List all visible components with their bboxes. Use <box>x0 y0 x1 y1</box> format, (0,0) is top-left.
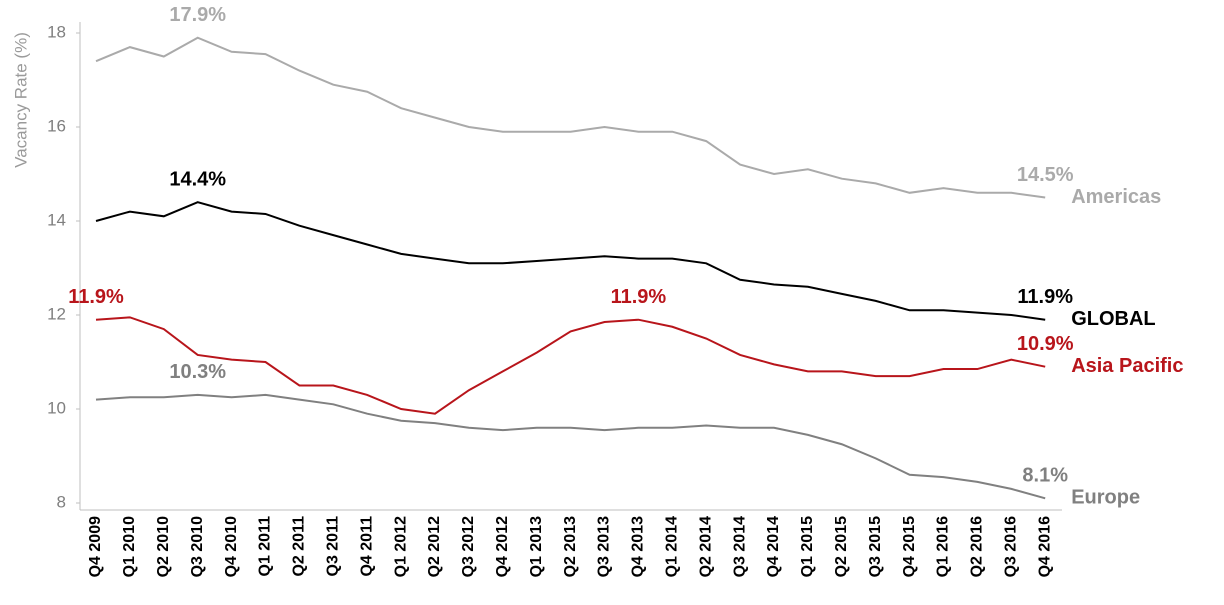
x-tick-label: Q3 2012 <box>460 516 477 577</box>
value-label: 10.9% <box>1017 333 1074 355</box>
x-tick-label: Q1 2013 <box>528 516 545 577</box>
x-tick-label: Q4 2014 <box>765 516 782 577</box>
x-tick-label: Q2 2014 <box>697 516 714 577</box>
x-tick-label: Q3 2015 <box>867 516 884 577</box>
x-tick-label: Q3 2010 <box>189 516 206 577</box>
x-tick-label: Q3 2013 <box>596 516 613 577</box>
value-label: 17.9% <box>169 4 226 26</box>
value-label: 11.9% <box>1017 286 1073 308</box>
x-tick-label: Q4 2015 <box>901 516 918 577</box>
y-tick-label: 18 <box>47 22 66 41</box>
y-tick-label: 16 <box>47 116 66 135</box>
x-tick-label: Q3 2011 <box>325 516 342 577</box>
series-line <box>95 393 1046 500</box>
x-tick-label: Q1 2016 <box>935 516 952 577</box>
x-tick-label: Q4 2012 <box>494 516 511 577</box>
x-tick-label: Q3 2014 <box>731 516 748 577</box>
y-tick-label: 8 <box>57 492 66 511</box>
series-line <box>95 316 1046 415</box>
x-tick-label: Q4 2010 <box>223 516 240 577</box>
series-line <box>95 36 1046 199</box>
x-tick-label: Q2 2012 <box>426 516 443 577</box>
series-name: GLOBAL <box>1071 308 1155 330</box>
y-tick-label: 14 <box>47 210 66 229</box>
y-tick-label: 12 <box>47 304 66 323</box>
y-tick-label: 10 <box>47 398 66 417</box>
value-label: 8.1% <box>1022 465 1068 487</box>
series-name: Asia Pacific <box>1071 355 1183 377</box>
x-tick-label: Q2 2011 <box>291 516 308 577</box>
value-label: 14.4% <box>169 168 226 190</box>
x-tick-label: Q4 2016 <box>1036 516 1053 577</box>
x-tick-label: Q2 2015 <box>833 516 850 577</box>
x-tick-label: Q1 2015 <box>799 516 816 577</box>
y-axis-label: Vacancy Rate (%) <box>11 32 30 168</box>
x-tick-label: Q1 2011 <box>257 516 274 577</box>
value-label: 10.3% <box>169 361 226 383</box>
x-tick-label: Q4 2011 <box>358 516 375 577</box>
x-tick-label: Q1 2014 <box>664 516 681 577</box>
x-tick-label: Q1 2010 <box>121 516 138 577</box>
value-label: 11.9% <box>68 286 124 308</box>
x-tick-label: Q2 2010 <box>155 516 172 577</box>
x-tick-label: Q3 2016 <box>1003 516 1020 577</box>
x-tick-label: Q2 2016 <box>969 516 986 577</box>
series-line <box>95 201 1046 321</box>
value-label: 11.9% <box>611 286 667 308</box>
series-name: Europe <box>1071 487 1140 509</box>
x-tick-label: Q4 2009 <box>87 516 104 577</box>
x-tick-label: Q1 2012 <box>392 516 409 577</box>
x-tick-label: Q2 2013 <box>562 516 579 577</box>
value-label: 14.5% <box>1017 164 1074 186</box>
x-tick-label: Q4 2013 <box>630 516 647 577</box>
series-name: Americas <box>1071 186 1161 208</box>
